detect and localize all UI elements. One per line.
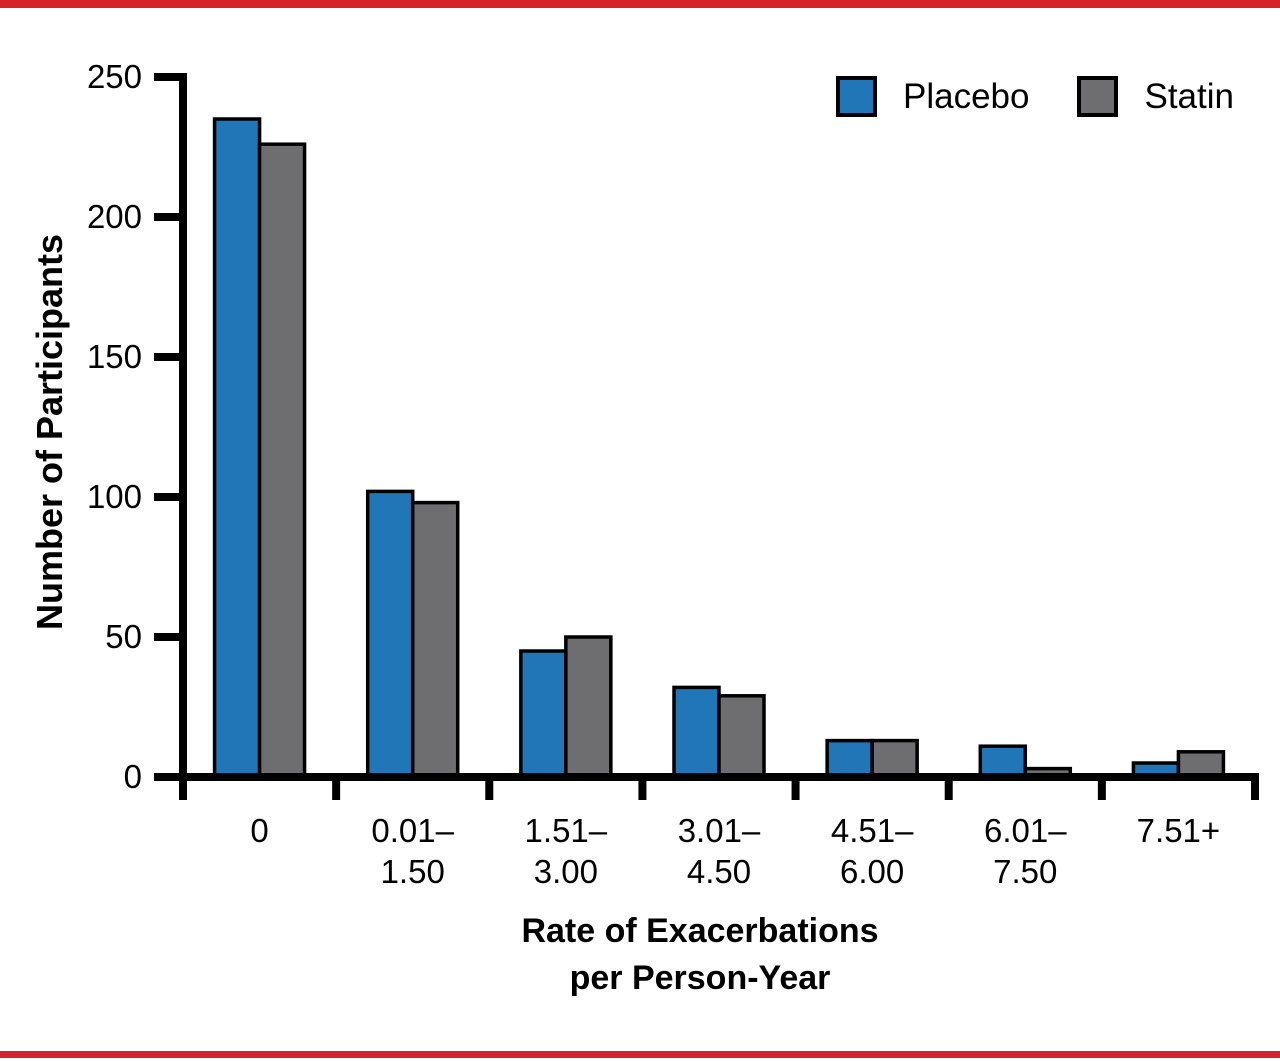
y-axis-title: Number of Participants [29, 233, 70, 631]
x-category-label-line: 1.50 [380, 853, 445, 890]
y-tick-label-100: 100 [86, 478, 142, 515]
bar-placebo-3.01–4.50 [672, 685, 721, 779]
bar-placebo-4.51–6.00 [825, 738, 874, 779]
statin-color-swatch [1077, 76, 1119, 117]
x-tick-boundary-2 [485, 773, 494, 800]
y-tick-label-50: 50 [105, 618, 142, 655]
x-category-label-3.01–4.50: 3.01– 4.50 [637, 810, 801, 892]
x-category-label-line: 6.01– [983, 812, 1067, 849]
x-tick-boundary-5 [944, 773, 953, 800]
x-category-label-4.51–6.00: 4.51– 6.00 [790, 810, 954, 892]
x-category-label-line: 7.51+ [1136, 812, 1221, 849]
bar-placebo-0.01–1.50 [365, 489, 415, 779]
x-tick-boundary-7 [1251, 773, 1259, 800]
x-axis-line [175, 773, 1259, 781]
bar-statin-7.51+ [1176, 750, 1226, 779]
x-tick-boundary-3 [638, 773, 647, 800]
placebo-legend-label: Placebo [903, 76, 1030, 116]
statin-legend-label: Statin [1144, 76, 1234, 116]
bar-statin-1.51–3.00 [564, 635, 613, 779]
bar-placebo-0 [212, 117, 262, 779]
x-category-label-line: 0.01– [371, 812, 454, 849]
x-tick-boundary-1 [332, 773, 341, 800]
x-category-label-0.01–1.50: 0.01– 1.50 [331, 810, 495, 892]
y-tick-label-150: 150 [86, 338, 142, 375]
legend: Placebo Statin [836, 76, 1234, 117]
y-tick-label-0: 0 [123, 758, 142, 795]
x-category-label-line: 0 [250, 812, 269, 849]
bar-statin-3.01–4.50 [717, 694, 766, 779]
x-category-label-line: 1.51– [524, 812, 608, 849]
x-category-label-line: 4.51– [830, 812, 914, 849]
x-category-label-line: 6.00 [840, 853, 905, 890]
placebo-color-swatch [836, 76, 877, 117]
x-category-label-7.51+: 7.51+ [1096, 810, 1260, 851]
y-tick-150 [154, 353, 179, 361]
y-tick-50 [154, 633, 179, 641]
x-category-label-line: 7.50 [993, 853, 1058, 890]
bar-placebo-1.51–3.00 [519, 649, 568, 779]
x-axis-title-line-1: Rate of Exacerbations [521, 912, 879, 950]
y-tick-label-250: 250 [86, 58, 142, 95]
x-tick-boundary-4 [791, 773, 800, 800]
bar-statin-0 [257, 142, 307, 779]
bar-placebo-6.01–7.50 [978, 744, 1028, 779]
bottom-red-rule [0, 1051, 1280, 1058]
bar-statin-4.51–6.00 [870, 738, 919, 779]
y-tick-250 [154, 73, 179, 81]
x-category-label-0: 0 [178, 810, 342, 851]
x-category-label-line: 3.00 [533, 853, 598, 890]
legend-item-statin: Statin [1077, 76, 1234, 117]
x-tick-boundary-6 [1097, 773, 1106, 800]
y-axis-line [179, 73, 187, 800]
y-tick-100 [154, 493, 179, 501]
x-category-label-line: 4.50 [686, 853, 752, 890]
y-tick-200 [154, 213, 179, 221]
legend-item-placebo: Placebo [836, 76, 1029, 117]
x-axis-title: Rate of Exacerbations per Person-Year [397, 908, 1003, 1002]
x-category-label-6.01–7.50: 6.01– 7.50 [943, 810, 1107, 892]
y-tick-0 [154, 773, 179, 781]
top-red-rule [0, 0, 1280, 8]
bar-statin-0.01–1.50 [410, 500, 460, 779]
x-category-label-1.51–3.00: 1.51– 3.00 [484, 810, 648, 892]
x-axis-title-line-2: per Person-Year [569, 959, 831, 997]
x-category-label-line: 3.01– [677, 812, 761, 849]
y-tick-label-200: 200 [86, 198, 142, 235]
